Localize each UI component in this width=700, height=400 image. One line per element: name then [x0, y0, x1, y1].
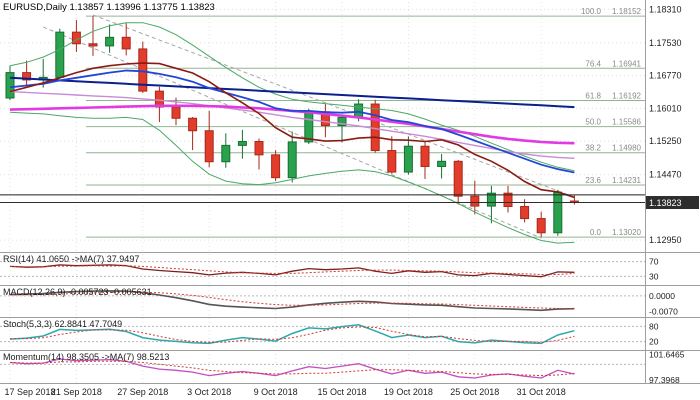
- macd-axis-label: -0.0070: [649, 307, 678, 317]
- x-axis-date-label: 17 Sep 2018: [4, 387, 55, 397]
- y-axis-price-label: 1.12950: [649, 235, 682, 245]
- momentum-indicator-label: Momentum(14) 98.3505 ->MA(7) 98.5213: [3, 352, 170, 362]
- candle-body: [553, 191, 563, 234]
- candle-body: [121, 36, 131, 50]
- fib-level-pct-label: 100.0: [581, 7, 602, 16]
- fib-level-pct-label: 50.0: [585, 118, 601, 127]
- x-axis-date-label: 19 Oct 2018: [384, 387, 433, 397]
- x-axis-date-label: 31 Oct 2018: [517, 387, 566, 397]
- macd-macd-line: [9, 290, 575, 312]
- overlay-bollinger-lower: [9, 111, 575, 244]
- candle-body: [437, 160, 447, 167]
- momentum-axis-label: 101.6465: [649, 350, 685, 360]
- candle-body: [55, 31, 65, 78]
- fib-level-pct-label: 0.0: [590, 228, 602, 237]
- fib-level-price-label: 1.15586: [612, 118, 641, 127]
- stoch-stoch-d-line: [9, 326, 575, 343]
- candle-body: [503, 192, 513, 208]
- candle-body: [5, 72, 15, 99]
- rsi-rsi-ma-line: [9, 265, 575, 275]
- candle-body: [287, 141, 297, 179]
- candle-body: [486, 192, 496, 207]
- current-price-badge-label: 1.13823: [649, 198, 682, 208]
- candle-body: [88, 43, 98, 47]
- candle-body: [470, 195, 480, 207]
- x-axis-date-label: 3 Oct 2018: [187, 387, 231, 397]
- stoch-axis-label: 80: [649, 321, 659, 331]
- x-axis-date-label: 27 Sep 2018: [117, 387, 168, 397]
- rsi-axis-label: 70: [649, 257, 659, 267]
- x-axis-date-label: 21 Sep 2018: [51, 387, 102, 397]
- current-price-badge: [646, 196, 699, 210]
- candle-body: [453, 160, 463, 197]
- momentum-axis-label: 97.3968: [649, 375, 680, 385]
- fib-level-price-label: 1.18152: [612, 7, 641, 16]
- momentum-momentum-line: [9, 358, 575, 379]
- trendline: [92, 14, 575, 198]
- candle-body: [403, 145, 413, 173]
- fib-level-pct-label: 23.6: [585, 176, 601, 185]
- stoch-axis-label: 20: [649, 337, 659, 347]
- candle-body: [337, 116, 347, 127]
- fib-level-price-label: 1.16192: [612, 92, 641, 101]
- overlay-ma-violet: [9, 90, 575, 159]
- y-axis-price-label: 1.14470: [649, 170, 682, 180]
- fib-level-price-label: 1.13020: [612, 228, 641, 237]
- x-axis-date-label: 25 Oct 2018: [450, 387, 499, 397]
- y-axis-price-label: 1.17530: [649, 38, 682, 48]
- candle-body: [22, 72, 32, 81]
- macd-indicator-label: MACD(12,26,9) -0.005723 -0.005631: [3, 287, 152, 297]
- y-axis-price-label: 1.15250: [649, 136, 682, 146]
- rsi-axis-label: 30: [649, 271, 659, 281]
- x-axis-date-label: 15 Oct 2018: [317, 387, 366, 397]
- candle-body: [237, 141, 247, 146]
- candle-body: [221, 144, 231, 163]
- candle-body: [188, 117, 198, 132]
- y-axis-price-label: 1.16010: [649, 103, 682, 113]
- candle-body: [204, 130, 214, 163]
- candle-body: [387, 150, 397, 173]
- candle-body: [271, 154, 281, 179]
- x-axis-date-label: 9 Oct 2018: [254, 387, 298, 397]
- candle-body: [105, 36, 115, 47]
- candle-body: [420, 145, 430, 167]
- macd-axis-label: 0.0000: [649, 291, 675, 301]
- fib-level-pct-label: 38.2: [585, 144, 601, 153]
- stoch-indicator-label: Stoch(5,3,3) 62.8841 47.7049: [3, 319, 123, 329]
- candle-body: [370, 103, 380, 152]
- fib-level-price-label: 1.14231: [612, 176, 641, 185]
- stoch-stoch-k-line: [9, 324, 575, 345]
- candle-body: [138, 48, 148, 92]
- overlay-ma-blue-mid: [9, 69, 575, 174]
- fib-level-pct-label: 76.4: [585, 59, 601, 68]
- rsi-indicator-label: RSI(14) 41.0650 ->MA(7) 37.9497: [3, 254, 140, 264]
- candle-body: [254, 141, 264, 156]
- candle-body: [171, 106, 181, 119]
- symbol-timeframe-ohlc-label: EURUSD,Daily 1.13857 1.13996 1.13775 1.1…: [3, 2, 215, 13]
- candle-body: [354, 103, 364, 118]
- candle-body: [304, 111, 314, 143]
- y-axis-price-label: 1.16770: [649, 71, 682, 81]
- overlay-ma-maroon-fast: [9, 62, 575, 199]
- candle-body: [536, 218, 546, 234]
- overlay-bollinger-upper: [9, 22, 575, 172]
- rsi-rsi-line: [9, 264, 575, 278]
- y-axis-price-label: 1.18310: [649, 4, 682, 14]
- fib-level-price-label: 1.14980: [612, 144, 641, 153]
- overlay-ma-navy-slow: [9, 76, 575, 109]
- momentum-momentum-ma-line: [9, 360, 575, 377]
- fib-level-price-label: 1.16941: [612, 59, 641, 68]
- fib-level-pct-label: 61.8: [585, 92, 601, 101]
- candle-body: [520, 206, 530, 220]
